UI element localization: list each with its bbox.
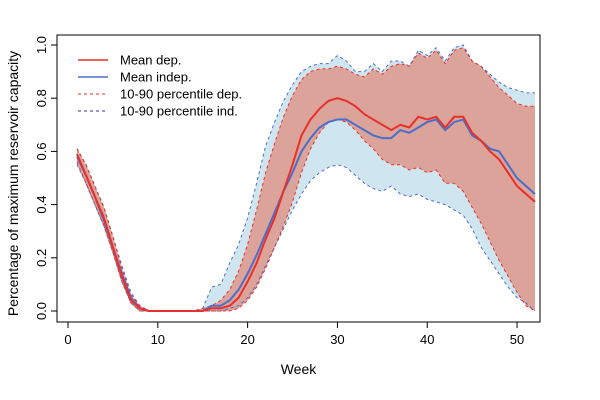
legend-label: Mean dep. bbox=[120, 53, 181, 68]
mean-lines bbox=[76, 97, 536, 312]
line-90-percentile-ind bbox=[76, 44, 535, 312]
y-tick-label: 0.8 bbox=[34, 89, 49, 107]
x-axis: 0 10 20 30 40 50 bbox=[64, 322, 524, 347]
legend-label: 10-90 percentile ind. bbox=[120, 104, 238, 119]
y-axis: 0.0 0.2 0.4 0.6 0.8 1.0 bbox=[34, 36, 57, 320]
y-tick-label: 0.2 bbox=[34, 249, 49, 267]
plot-frame bbox=[56, 34, 541, 323]
legend-label: 10-90 percentile dep. bbox=[120, 87, 242, 102]
x-tick-label: 40 bbox=[420, 332, 434, 347]
y-tick-label: 0.4 bbox=[34, 196, 49, 214]
legend: Mean dep. Mean indep. 10-90 percentile dep… bbox=[78, 53, 242, 119]
line-mean-dep bbox=[76, 97, 536, 312]
band-dep-10-90 bbox=[77, 47, 535, 311]
y-axis-title: Percentage of maximum reservoir capacity bbox=[5, 51, 21, 316]
x-tick-label: 50 bbox=[510, 332, 524, 347]
percentile-bands bbox=[77, 45, 535, 311]
y-tick-label: 0.6 bbox=[34, 142, 49, 160]
y-tick-label: 1.0 bbox=[34, 36, 49, 54]
legend-label: Mean indep. bbox=[120, 70, 192, 85]
x-tick-label: 20 bbox=[240, 332, 254, 347]
y-tick-label: 0.0 bbox=[34, 302, 49, 320]
x-axis-title: Week bbox=[281, 361, 318, 377]
x-tick-label: 10 bbox=[151, 332, 165, 347]
x-tick-label: 0 bbox=[64, 332, 71, 347]
x-tick-label: 30 bbox=[330, 332, 344, 347]
